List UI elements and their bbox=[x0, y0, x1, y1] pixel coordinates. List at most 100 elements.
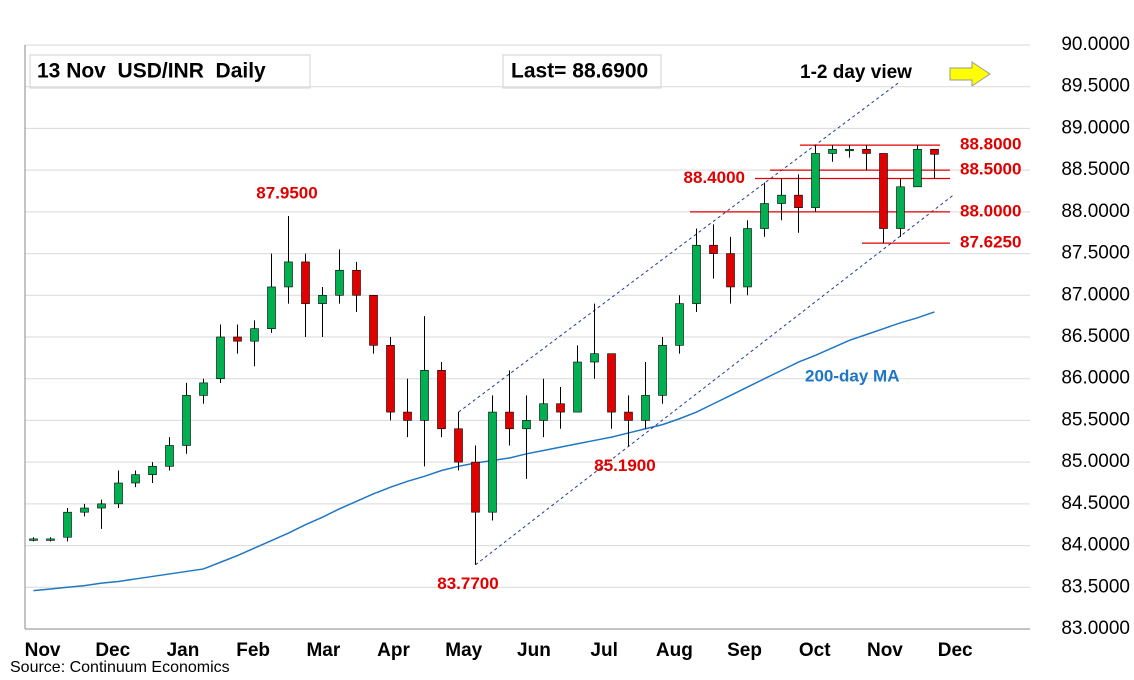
candle-body bbox=[148, 466, 157, 475]
txt-layer: 83.0000 83.5000 84.0000 84.5000 85.0000 85.50… bbox=[25, 34, 1130, 661]
candle-body bbox=[641, 395, 650, 421]
annotation: 85.1900 bbox=[594, 456, 655, 475]
grid-layer bbox=[24, 44, 1030, 630]
candle-body bbox=[896, 186, 905, 229]
x-tick-label: Oct bbox=[799, 640, 831, 661]
candle-body bbox=[726, 253, 735, 288]
candle-layer bbox=[29, 145, 939, 565]
x-tick-label: Nov bbox=[867, 640, 903, 661]
candle-body bbox=[590, 353, 599, 363]
y-tick-label: 84.0000 bbox=[1061, 535, 1130, 556]
ma-label: 200-day MA bbox=[805, 366, 899, 385]
candle-body bbox=[216, 336, 225, 380]
x-tick-label: Jan bbox=[167, 640, 200, 661]
y-tick-label: 83.0000 bbox=[1061, 618, 1130, 639]
level-label: 88.5000 bbox=[960, 160, 1021, 179]
candle-body bbox=[488, 411, 497, 513]
candle-body bbox=[63, 511, 72, 538]
level-label: 88.8000 bbox=[960, 135, 1021, 154]
annotation: 83.7700 bbox=[437, 574, 498, 593]
candle-body bbox=[471, 461, 480, 513]
candle-body bbox=[420, 370, 429, 421]
candle-body bbox=[250, 328, 259, 342]
title-box bbox=[29, 54, 311, 89]
x-tick-label: Jul bbox=[590, 640, 617, 661]
ma-line bbox=[33, 311, 935, 592]
candle-body bbox=[165, 445, 174, 467]
candle-body bbox=[607, 353, 616, 413]
candle-body bbox=[437, 370, 446, 430]
candle-body bbox=[811, 153, 820, 208]
candle-body bbox=[97, 503, 106, 509]
y-tick-label: 89.5000 bbox=[1061, 76, 1130, 97]
candle-body bbox=[930, 148, 939, 155]
view-arrow bbox=[949, 61, 991, 87]
x-tick-label: Nov bbox=[25, 640, 61, 661]
candle-body bbox=[131, 474, 140, 484]
candle-body bbox=[46, 538, 55, 541]
candle-body bbox=[743, 228, 752, 288]
candle-body bbox=[454, 428, 463, 463]
candle-body bbox=[114, 482, 123, 505]
y-tick-label: 88.0000 bbox=[1061, 201, 1130, 222]
lvl-layer bbox=[690, 144, 950, 244]
x-tick-label: Dec bbox=[95, 640, 130, 661]
y-tick-label: 85.0000 bbox=[1061, 451, 1130, 472]
candle-body bbox=[29, 538, 38, 541]
candle-body bbox=[709, 244, 718, 254]
candle-body bbox=[267, 286, 276, 329]
candle-body bbox=[522, 420, 531, 430]
candle-body bbox=[335, 269, 344, 296]
last-price: Last= 88.6900 bbox=[511, 60, 648, 83]
candle-body bbox=[658, 345, 667, 396]
candle-body bbox=[301, 261, 310, 304]
candle-body bbox=[369, 294, 378, 346]
candle-body bbox=[318, 294, 327, 304]
y-tick-label: 88.5000 bbox=[1061, 159, 1130, 180]
candle-body bbox=[386, 345, 395, 413]
y-tick-label: 83.5000 bbox=[1061, 576, 1130, 597]
x-tick-label: Dec bbox=[938, 640, 973, 661]
view-label: 1-2 day view bbox=[800, 62, 912, 83]
ma-layer bbox=[33, 311, 935, 592]
x-tick-label: Apr bbox=[377, 640, 410, 661]
candle-body bbox=[352, 269, 361, 296]
channel-line bbox=[475, 194, 954, 566]
candle-body bbox=[556, 403, 565, 413]
candle-body bbox=[794, 194, 803, 208]
chan-layer bbox=[458, 82, 954, 566]
y-tick-label: 86.5000 bbox=[1061, 326, 1130, 347]
y-tick-label: 85.5000 bbox=[1061, 409, 1130, 430]
candle-body bbox=[505, 411, 514, 430]
last-box bbox=[502, 54, 662, 89]
candle-body bbox=[828, 148, 837, 154]
candle-body bbox=[624, 411, 633, 421]
candle-body bbox=[80, 507, 89, 513]
y-tick-label: 90.0000 bbox=[1061, 34, 1130, 55]
candle-body bbox=[675, 303, 684, 346]
y-tick-label: 87.0000 bbox=[1061, 284, 1130, 305]
channel-line bbox=[458, 82, 900, 413]
x-tick-label: Sep bbox=[727, 640, 762, 661]
x-tick-label: Aug bbox=[656, 640, 693, 661]
y-tick-label: 84.5000 bbox=[1061, 493, 1130, 514]
y-tick-label: 89.0000 bbox=[1061, 117, 1130, 138]
source: Source: Continuum Economics bbox=[10, 659, 230, 676]
candle-body bbox=[182, 395, 191, 446]
candle-body bbox=[573, 361, 582, 413]
level-label: 87.6250 bbox=[960, 233, 1021, 252]
candle-body bbox=[199, 382, 208, 396]
annotation: 87.9500 bbox=[256, 184, 317, 203]
x-tick-label: Feb bbox=[236, 640, 270, 661]
candle-body bbox=[692, 244, 701, 304]
x-tick-label: Mar bbox=[306, 640, 340, 661]
level-label: 88.4000 bbox=[684, 168, 745, 187]
candle-body bbox=[403, 411, 412, 421]
x-tick-label: Jun bbox=[517, 640, 551, 661]
candle-body bbox=[539, 403, 548, 421]
level-label: 88.0000 bbox=[960, 201, 1021, 220]
candle-body bbox=[284, 261, 293, 288]
x-tick-label: May bbox=[445, 640, 482, 661]
